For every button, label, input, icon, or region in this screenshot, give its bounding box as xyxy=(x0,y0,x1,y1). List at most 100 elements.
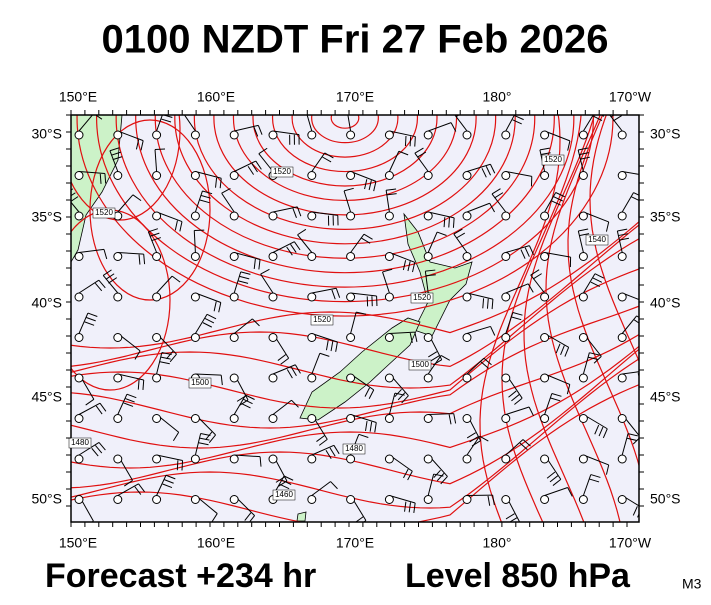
barb-station xyxy=(114,374,122,382)
barb-station xyxy=(618,212,626,220)
barb-station xyxy=(579,415,587,423)
barb-station xyxy=(541,334,549,342)
barb-station xyxy=(463,293,471,301)
barb-station xyxy=(230,253,238,261)
barb-station xyxy=(308,212,316,220)
barb-station xyxy=(541,374,549,382)
barb-station xyxy=(347,496,355,504)
lat-label: 45°S xyxy=(650,389,681,405)
barb-station xyxy=(114,415,122,423)
lat-label: 50°S xyxy=(31,491,62,507)
barb-station xyxy=(308,293,316,301)
barb-station xyxy=(385,172,393,180)
barb-station xyxy=(230,415,238,423)
barb-station xyxy=(153,172,161,180)
barb-station xyxy=(114,496,122,504)
barb-station xyxy=(541,212,549,220)
barb-station xyxy=(502,496,510,504)
lat-label: 50°S xyxy=(650,491,681,507)
barb-station xyxy=(618,374,626,382)
barb-feather xyxy=(647,371,650,381)
barb-station xyxy=(230,455,238,463)
barb-station xyxy=(153,131,161,139)
barb-station xyxy=(463,172,471,180)
lon-label: 160°E xyxy=(197,535,235,551)
barb-station xyxy=(191,496,199,504)
barb-station xyxy=(347,253,355,261)
barb-station xyxy=(75,293,83,301)
barb-station xyxy=(75,212,83,220)
barb-feather xyxy=(642,510,646,519)
barb-station xyxy=(153,334,161,342)
level-label: Level 850 hPa xyxy=(405,557,631,595)
barb-station xyxy=(153,496,161,504)
barb-station xyxy=(385,293,393,301)
barb-station xyxy=(502,415,510,423)
barb-station xyxy=(114,293,122,301)
barb-station xyxy=(502,172,510,180)
barb-station xyxy=(347,293,355,301)
lat-label: 45°S xyxy=(31,389,62,405)
barb-station xyxy=(579,212,587,220)
barb-station xyxy=(269,415,277,423)
barb-station xyxy=(75,496,83,504)
barb-station xyxy=(114,131,122,139)
contour-label: 1540 xyxy=(588,235,606,244)
lat-label: 40°S xyxy=(650,295,681,311)
barb-station xyxy=(579,293,587,301)
barb-station xyxy=(463,415,471,423)
barb-feather xyxy=(449,217,450,227)
barb-station xyxy=(385,496,393,504)
barb-station xyxy=(153,212,161,220)
barb-station xyxy=(385,374,393,382)
barb-station xyxy=(347,212,355,220)
lon-label: 180° xyxy=(483,535,512,551)
barb-station xyxy=(541,172,549,180)
barb-station xyxy=(502,293,510,301)
contour-label: 1480 xyxy=(71,438,89,447)
lat-label: 40°S xyxy=(31,295,62,311)
barb-station xyxy=(269,293,277,301)
barb-station xyxy=(308,374,316,382)
barb-station xyxy=(385,334,393,342)
barb-station xyxy=(618,334,626,342)
barb-feather xyxy=(453,218,454,228)
barb-station xyxy=(308,253,316,261)
barb-feather xyxy=(177,460,178,470)
barb-station xyxy=(618,172,626,180)
barb-station xyxy=(269,455,277,463)
barb-station xyxy=(541,253,549,261)
barb-station xyxy=(463,212,471,220)
barb-station xyxy=(618,496,626,504)
barb-station xyxy=(191,293,199,301)
barb-station xyxy=(153,293,161,301)
barb-station xyxy=(230,172,238,180)
barb-feather xyxy=(183,107,192,112)
barb-station xyxy=(269,334,277,342)
barb-station xyxy=(424,334,432,342)
barb-station xyxy=(191,172,199,180)
barb-station xyxy=(579,334,587,342)
lon-label: 150°E xyxy=(59,89,97,105)
barb-station xyxy=(191,131,199,139)
barb-station xyxy=(502,374,510,382)
barb-station xyxy=(424,415,432,423)
barb-station xyxy=(191,212,199,220)
barb-station xyxy=(230,212,238,220)
barb-station xyxy=(502,334,510,342)
barb-station xyxy=(424,253,432,261)
contour-label: 1460 xyxy=(275,490,293,499)
barb-feather xyxy=(306,107,316,109)
barb-station xyxy=(347,455,355,463)
barb-station xyxy=(541,293,549,301)
barb-feather xyxy=(645,303,647,313)
barb-station xyxy=(424,212,432,220)
barb-station xyxy=(269,253,277,261)
barb-station xyxy=(579,455,587,463)
contour-label: 1520 xyxy=(413,293,431,302)
lat-label: 35°S xyxy=(31,209,62,225)
barb-station xyxy=(463,253,471,261)
barb-station xyxy=(618,131,626,139)
barb-station xyxy=(114,455,122,463)
barb-station xyxy=(191,415,199,423)
